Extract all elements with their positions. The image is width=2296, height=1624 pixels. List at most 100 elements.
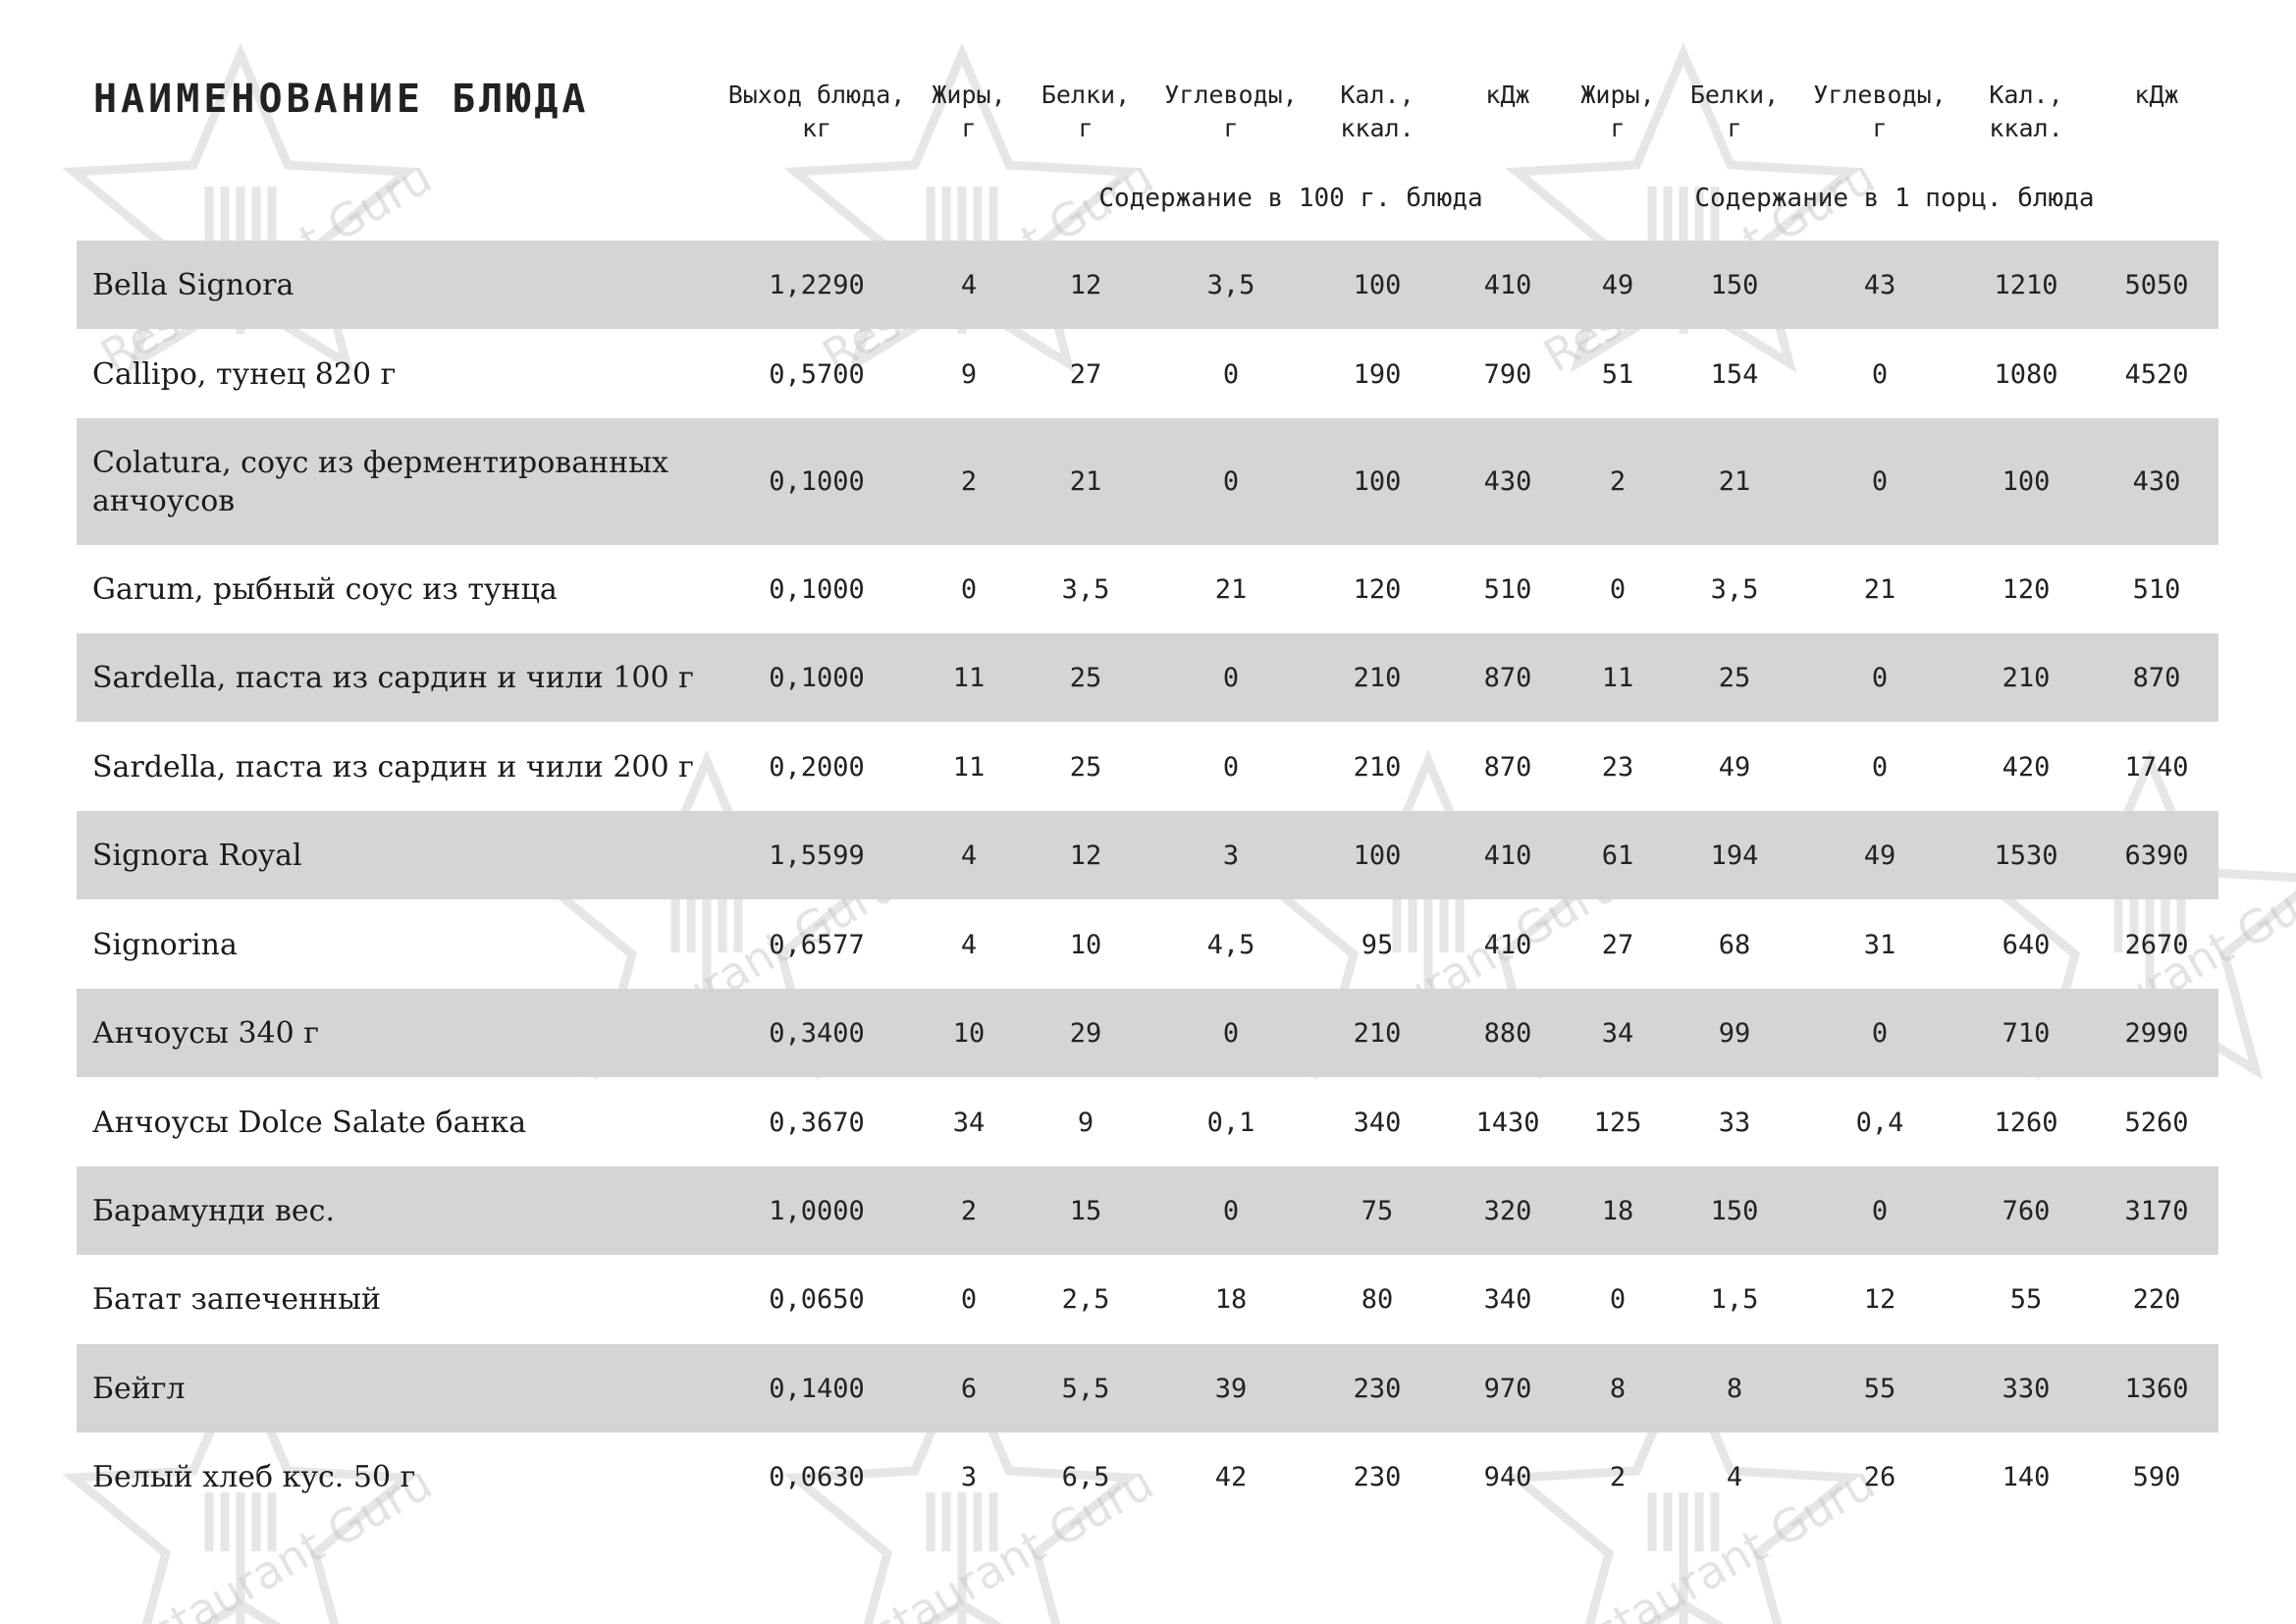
column-header-carbs-portion: Углеводы, г (1813, 79, 1946, 145)
cell-protein-100g: 15 (1069, 1195, 1102, 1226)
table-row: Signora Royal 1,5599 4 12 3 100 410 61 194 49 1530… (77, 811, 2218, 899)
cell-yield-kg: 0,2000 (769, 751, 865, 783)
cell-carbs-100g: 3,5 (1206, 269, 1255, 300)
table-row: Белый хлеб кус. 50 г 0,0630 3 6,5 42 230 940 2 4… (77, 1433, 2218, 1521)
cell-protein-portion: 150 (1710, 269, 1759, 300)
cell-kj-100g: 790 (1483, 358, 1532, 390)
cell-fat-portion: 61 (1601, 839, 1634, 871)
cell-kcal-100g: 75 (1361, 1195, 1394, 1226)
cell-protein-100g: 21 (1069, 466, 1102, 497)
cell-yield-kg: 0,1400 (769, 1373, 865, 1404)
column-header-carbs-100g: Углеводы, г (1164, 79, 1297, 145)
cell-kcal-portion: 760 (2002, 1195, 2051, 1226)
cell-kcal-portion: 330 (2002, 1373, 2051, 1404)
cell-protein-portion: 33 (1718, 1107, 1751, 1138)
cell-fat-100g: 11 (952, 662, 986, 693)
dish-name: Анчоусы 340 г (92, 1015, 319, 1051)
cell-protein-100g: 25 (1069, 662, 1102, 693)
cell-kcal-100g: 95 (1361, 929, 1394, 960)
cell-carbs-portion: 0 (1871, 1195, 1889, 1226)
cell-kj-portion: 430 (2132, 466, 2181, 497)
cell-fat-100g: 11 (952, 751, 986, 783)
cell-carbs-portion: 31 (1863, 929, 1896, 960)
column-header-unit: г (1872, 114, 1888, 142)
cell-yield-kg: 1,2290 (769, 269, 865, 300)
table-row: Анчоусы 340 г 0,3400 10 29 0 210 880 34 99 0 710 29… (77, 989, 2218, 1077)
cell-carbs-portion: 55 (1863, 1373, 1896, 1404)
cell-kj-100g: 1430 (1475, 1107, 1540, 1138)
dish-name: Sardella, паста из сардин и чили 100 г (92, 660, 694, 695)
cell-fat-100g: 6 (960, 1373, 978, 1404)
cell-kj-100g: 880 (1483, 1017, 1532, 1049)
cell-fat-portion: 0 (1609, 1283, 1627, 1315)
column-header-unit: ккал. (1340, 114, 1415, 142)
cell-fat-portion: 23 (1601, 751, 1634, 783)
cell-protein-portion: 25 (1718, 662, 1751, 693)
column-header-label: Выход блюда, (727, 81, 906, 109)
table-row: Signorina 0,6577 4 10 4,5 95 410 27 68 31 640 2670 (77, 900, 2218, 989)
cell-carbs-portion: 0,4 (1855, 1107, 1904, 1138)
cell-kj-portion: 2670 (2124, 929, 2189, 960)
cell-kj-portion: 3170 (2124, 1195, 2189, 1226)
cell-kj-portion: 510 (2132, 573, 2181, 605)
cell-fat-100g: 2 (960, 1195, 978, 1226)
cell-kj-portion: 220 (2132, 1283, 2181, 1315)
column-header-label: Кал., (1989, 81, 2063, 109)
cell-protein-100g: 29 (1069, 1017, 1102, 1049)
cell-carbs-portion: 0 (1871, 358, 1889, 390)
column-header-unit: кг (801, 114, 832, 142)
cell-kj-100g: 430 (1483, 466, 1532, 497)
column-header-unit: г (1727, 114, 1742, 142)
dish-name: Sardella, паста из сардин и чили 200 г (92, 749, 694, 785)
cell-kcal-portion: 55 (2009, 1283, 2043, 1315)
cell-kcal-100g: 210 (1353, 1017, 1402, 1049)
table-row: Bella Signora 1,2290 4 12 3,5 100 410 49 150 43 12… (77, 241, 2218, 329)
cell-carbs-100g: 4,5 (1206, 929, 1255, 960)
cell-kcal-portion: 1530 (1994, 839, 2058, 871)
cell-carbs-100g: 0,1 (1206, 1107, 1255, 1138)
cell-fat-portion: 2 (1609, 466, 1627, 497)
cell-yield-kg: 0,3670 (769, 1107, 865, 1138)
cell-yield-kg: 0,6577 (769, 929, 865, 960)
cell-fat-100g: 9 (960, 358, 978, 390)
cell-kcal-100g: 100 (1353, 466, 1402, 497)
cell-yield-kg: 0,5700 (769, 358, 865, 390)
column-header-unit: г (961, 114, 977, 142)
cell-kcal-portion: 420 (2002, 751, 2051, 783)
cell-kcal-100g: 100 (1353, 269, 1402, 300)
cell-carbs-portion: 0 (1871, 1017, 1889, 1049)
column-header-kj-portion: кДж (2134, 79, 2178, 112)
column-header-label: Углеводы, (1813, 81, 1947, 109)
table-row: Sardella, паста из сардин и чили 100 г 0,… (77, 633, 2218, 722)
cell-protein-portion: 49 (1718, 751, 1751, 783)
cell-carbs-100g: 21 (1214, 573, 1248, 605)
cell-yield-kg: 0,0650 (769, 1283, 865, 1315)
cell-kj-portion: 1740 (2124, 751, 2189, 783)
cell-kcal-portion: 100 (2002, 466, 2051, 497)
cell-kj-100g: 870 (1483, 662, 1532, 693)
cell-fat-100g: 4 (960, 839, 978, 871)
cell-protein-portion: 194 (1710, 839, 1759, 871)
cell-carbs-portion: 0 (1871, 751, 1889, 783)
cell-protein-100g: 12 (1069, 839, 1102, 871)
dish-name: Бейгл (92, 1371, 186, 1406)
dish-name: Callipo, тунец 820 г (92, 356, 397, 392)
cell-protein-portion: 3,5 (1710, 573, 1759, 605)
cell-fat-portion: 18 (1601, 1195, 1634, 1226)
cell-fat-100g: 4 (960, 929, 978, 960)
cell-protein-portion: 4 (1726, 1461, 1743, 1492)
cell-kj-portion: 2990 (2124, 1017, 2189, 1049)
cell-carbs-portion: 21 (1863, 573, 1896, 605)
column-header-label: Белки, (1689, 81, 1780, 109)
table-row: Sardella, паста из сардин и чили 200 г 0,… (77, 723, 2218, 811)
cell-protein-portion: 21 (1718, 466, 1751, 497)
cell-fat-portion: 8 (1609, 1373, 1627, 1404)
dish-name: Colatura, соус из ферментированных анчоу… (92, 445, 668, 518)
column-header-label: кДж (2134, 81, 2179, 109)
cell-carbs-portion: 0 (1871, 662, 1889, 693)
column-header-unit: г (1610, 114, 1626, 142)
cell-yield-kg: 0,3400 (769, 1017, 865, 1049)
cell-kcal-100g: 210 (1353, 662, 1402, 693)
cell-kj-100g: 340 (1483, 1283, 1532, 1315)
page-title: НАИМЕНОВАНИЕ БЛЮДА (93, 77, 590, 122)
